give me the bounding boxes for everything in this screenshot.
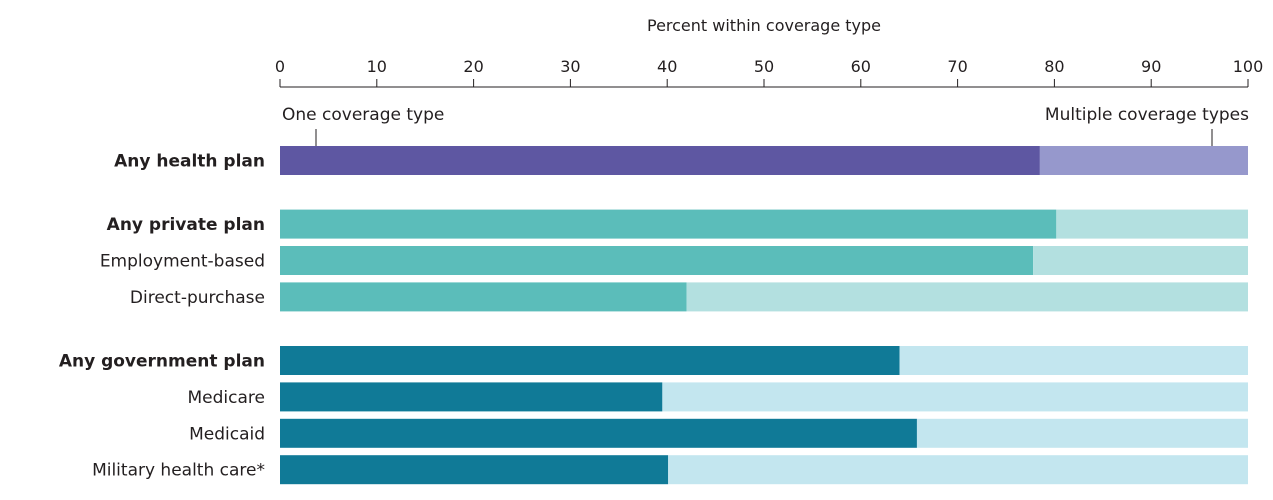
x-tick-label: 10 (367, 57, 387, 76)
x-tick-label: 0 (275, 57, 285, 76)
category-label: Any private plan (107, 215, 265, 235)
bar-one-coverage (280, 282, 687, 312)
bar-multiple-coverage (662, 382, 1248, 412)
x-tick-label: 30 (560, 57, 580, 76)
category-label: Any government plan (59, 352, 265, 372)
x-tick-label: 50 (754, 57, 774, 76)
bar-one-coverage (280, 346, 900, 375)
x-axis: 0 10 20 30 40 50 60 70 80 90 100 (275, 57, 1264, 88)
x-tick-label: 20 (463, 57, 483, 76)
bar-multiple-coverage (1039, 146, 1248, 175)
category-label: Military health care* (92, 461, 265, 481)
bar-one-coverage (280, 382, 663, 412)
bar-one-coverage (280, 146, 1040, 175)
bar-multiple-coverage (686, 282, 1248, 312)
x-tick-label: 100 (1233, 57, 1264, 76)
bar-one-coverage (280, 209, 1057, 239)
bar-one-coverage (280, 418, 917, 448)
annotation-multiple-coverage: Multiple coverage types (1045, 105, 1249, 125)
category-label: Any health plan (114, 152, 265, 172)
x-tick-label: 80 (1044, 57, 1064, 76)
x-tick-label: 90 (1141, 57, 1161, 76)
bar-multiple-coverage (899, 346, 1248, 375)
bar-multiple-coverage (916, 418, 1248, 448)
bar-multiple-coverage (1056, 209, 1248, 239)
bars: Any health plan Any private plan Employmen… (59, 146, 1248, 485)
x-tick-label: 70 (947, 57, 967, 76)
bar-one-coverage (280, 246, 1034, 275)
category-label: Direct-purchase (130, 288, 265, 308)
x-axis-title: Percent within coverage type (647, 16, 881, 35)
bar-multiple-coverage (1033, 246, 1248, 275)
category-label: Medicaid (189, 424, 265, 444)
x-tick-label: 60 (851, 57, 871, 76)
x-tick-label: 40 (657, 57, 677, 76)
bar-multiple-coverage (668, 455, 1248, 485)
category-label: Employment-based (100, 252, 265, 272)
category-label: Medicare (188, 388, 265, 408)
annotation-one-coverage: One coverage type (282, 105, 444, 125)
bar-one-coverage (280, 455, 669, 485)
